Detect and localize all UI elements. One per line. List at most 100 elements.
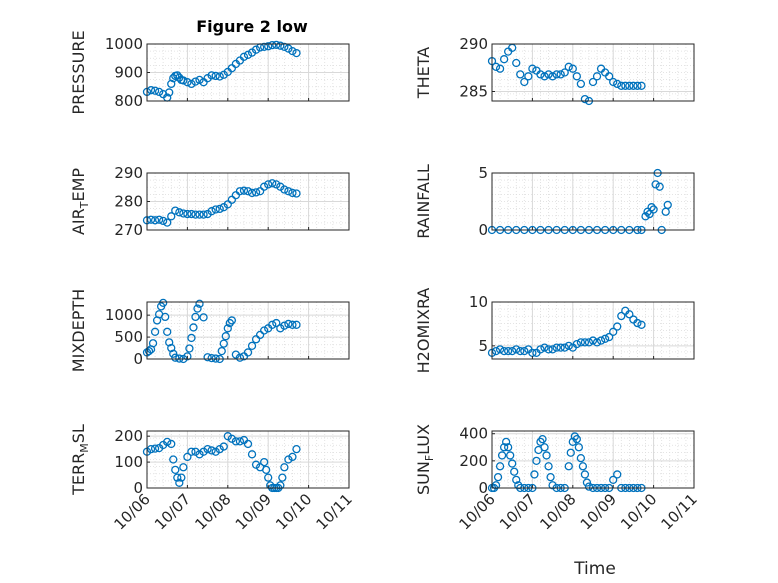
chart-3-data-point [163, 218, 172, 227]
chart-2-data-point [572, 72, 581, 81]
chart-8-x-axis-label: Time [573, 559, 616, 579]
chart-8-data-point [582, 478, 592, 487]
chart-8-data-point [580, 470, 590, 479]
chart-8-data-point [504, 443, 513, 452]
chart-8-data-point [578, 462, 588, 471]
chart-3-data-point [235, 187, 245, 196]
chart-8-data-point [542, 451, 551, 460]
chart-1-data-point [280, 42, 289, 51]
chart-2-data-point [576, 79, 586, 89]
chart-2-data-point [637, 81, 646, 90]
chart-5-data-point [185, 344, 194, 353]
chart-1-data-point [215, 72, 224, 81]
chart-2-y-tick-label: 290 [459, 35, 488, 53]
chart-3-y-tick-label: 270 [114, 221, 143, 239]
chart-8-data-point [609, 475, 618, 485]
chart-1-y-axis-label: PRESSURE [69, 30, 88, 114]
chart-7-data-point [146, 444, 156, 454]
chart-6-data-point [491, 346, 501, 356]
chart-2-data-point [592, 72, 602, 81]
chart-5-y-tick-label: 1000 [105, 306, 143, 324]
chart-3-data-point [159, 216, 168, 226]
chart-8-data-point [576, 453, 586, 463]
chart-2-data-point [605, 72, 614, 81]
chart-5-data-point [199, 313, 208, 322]
chart-1-data-point [146, 86, 156, 95]
chart-4-y-axis-label: RAINFALL [414, 164, 433, 239]
chart-1-data-point [264, 42, 273, 51]
chart-6-y-tick-label: 5 [478, 337, 488, 355]
chart-3-data-point [227, 195, 236, 204]
chart-3-data-point [223, 200, 232, 209]
chart-5-data-point [268, 320, 277, 329]
chart-7-data-point [187, 447, 196, 456]
chart-3-data-point [211, 205, 220, 214]
chart-6-data-point [520, 346, 529, 356]
chart-5-data-point [187, 333, 196, 343]
chart-7-data-point [260, 457, 269, 467]
chart-4-data-point [655, 182, 664, 191]
chart-6-data-point [580, 338, 590, 347]
chart-5-data-point [217, 346, 226, 356]
chart-7-data-point [247, 450, 257, 459]
chart-1-data-point [211, 71, 220, 81]
chart-3-data-point [175, 208, 184, 217]
chart-5-y-tick-label: 0 [133, 350, 143, 368]
chart-7-data-point [207, 446, 216, 455]
chart-8-data-point [544, 462, 553, 471]
chart-4-data-point [651, 180, 660, 189]
chart-2-data-point [524, 72, 533, 81]
chart-3-data-point [171, 206, 180, 215]
chart-5-data-point [203, 353, 212, 362]
chart-7-y-tick-label: 200 [114, 427, 143, 445]
chart-2-y-tick-label: 285 [459, 83, 488, 101]
chart-3-data-point [255, 187, 265, 196]
chart-5-data-point [195, 299, 204, 308]
chart-1-data-point [251, 45, 261, 54]
chart-6-data-point [576, 338, 586, 347]
chart-3-data-point [288, 188, 297, 198]
chart-3-data-point [247, 188, 257, 198]
chart-7-y-tick-label: 100 [114, 453, 143, 471]
chart-6-y-tick-label: 10 [469, 293, 488, 311]
chart-6-data-point [625, 310, 634, 319]
chart-8-data-point [510, 467, 519, 476]
chart-5-data-point [207, 353, 216, 363]
chart-5-data-point [144, 346, 154, 356]
chart-3-data-point [215, 204, 224, 214]
chart-2-data-point [560, 68, 569, 77]
chart-6-data-point [499, 346, 509, 356]
chart-5-data-point [191, 312, 200, 322]
chart-2-data-point [499, 55, 509, 64]
chart-1-data-point [154, 87, 164, 97]
chart-2-data-point [629, 81, 638, 90]
chart-6-y-axis-label: H2OMIXRA [414, 288, 433, 374]
chart-3-y-axis-label: AIRTEMP [69, 168, 91, 235]
chart-1-y-tick-label: 800 [114, 92, 143, 110]
chart-2-data-point [564, 62, 573, 71]
chart-3-data-point [154, 215, 164, 224]
chart-8-y-tick-label: 0 [478, 479, 488, 497]
chart-3-data-point [292, 189, 301, 198]
chart-6-data-point [552, 343, 561, 352]
chart-1-data-point [292, 48, 301, 58]
chart-1-data-point [150, 86, 160, 95]
chart-2-axes-box [491, 43, 695, 102]
chart-7-data-point [150, 444, 160, 453]
chart-5-data-point [159, 298, 168, 308]
chart-3-data-point [280, 185, 289, 194]
chart-7-y-tick-label: 0 [133, 479, 143, 497]
chart-1-y-tick-label: 1000 [105, 35, 143, 53]
chart-7-data-point [175, 478, 184, 487]
chart-6-data-point [637, 320, 646, 329]
chart-3-data-point [243, 187, 253, 196]
chart-1-data-point [195, 75, 204, 85]
chart-4-data-point [649, 205, 658, 214]
chart-5-data-point [280, 321, 289, 330]
chart-2-data-point [512, 58, 521, 68]
chart-8-data-point [497, 451, 507, 460]
chart-7-axes-box [146, 430, 350, 489]
chart-3-data-point [167, 212, 176, 221]
chart-3-data-point [239, 186, 249, 195]
chart-7-data-point [231, 437, 241, 446]
